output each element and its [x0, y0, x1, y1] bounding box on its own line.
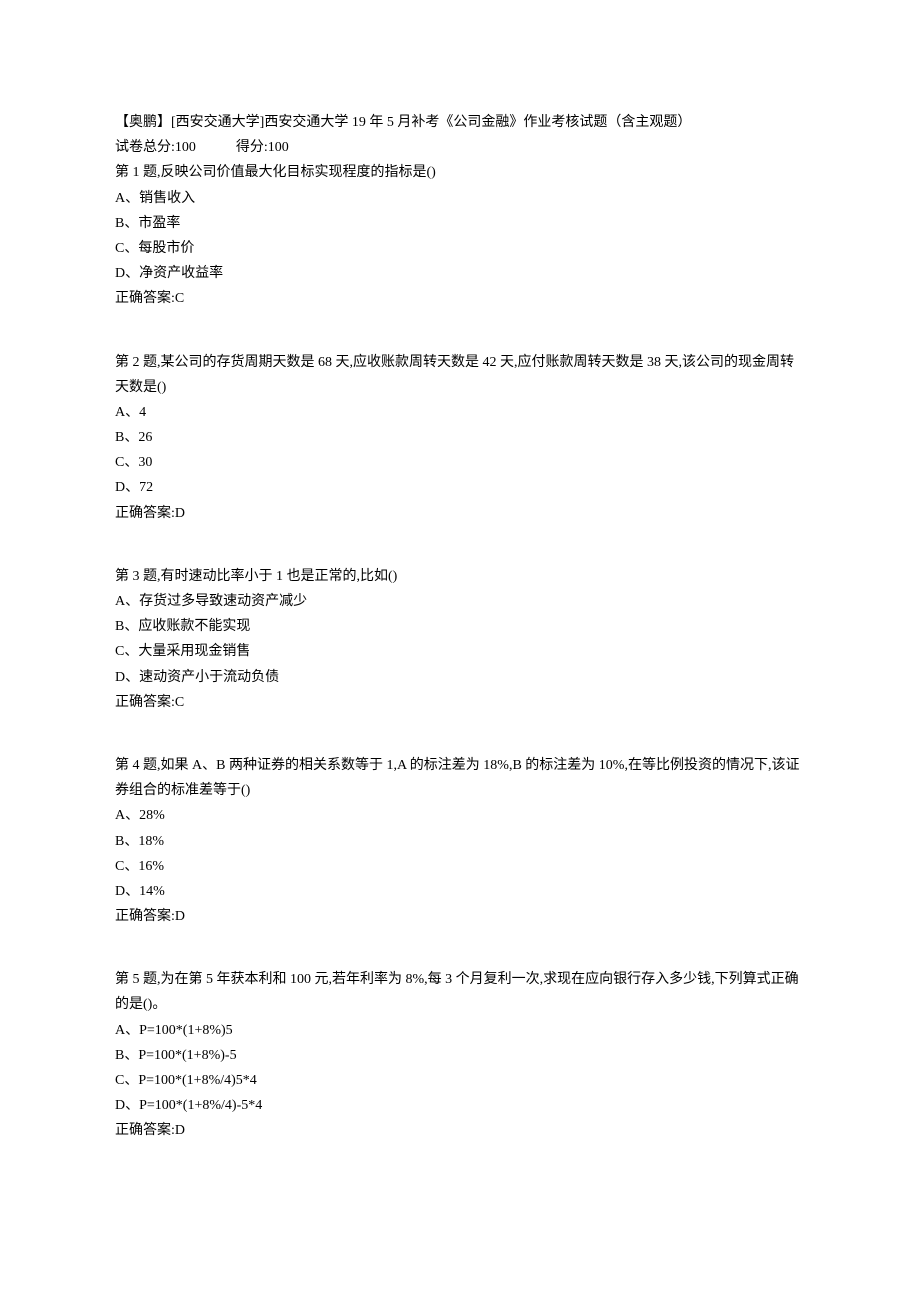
- exam-title: 【奥鹏】[西安交通大学]西安交通大学 19 年 5 月补考《公司金融》作业考核试…: [115, 110, 805, 135]
- question-1: 第 1 题,反映公司价值最大化目标实现程度的指标是() A、销售收入 B、市盈率…: [115, 160, 805, 311]
- question-stem: 第 1 题,反映公司价值最大化目标实现程度的指标是(): [115, 160, 805, 185]
- score-got: 得分:100: [236, 140, 289, 155]
- question-answer: 正确答案:D: [115, 904, 805, 929]
- question-option: B、18%: [115, 829, 805, 854]
- question-option: C、30: [115, 450, 805, 475]
- question-option: A、28%: [115, 803, 805, 828]
- question-3: 第 3 题,有时速动比率小于 1 也是正常的,比如() A、存货过多导致速动资产…: [115, 564, 805, 715]
- question-option: D、14%: [115, 879, 805, 904]
- score-total: 试卷总分:100: [115, 140, 196, 155]
- question-2: 第 2 题,某公司的存货周期天数是 68 天,应收账款周转天数是 42 天,应付…: [115, 350, 805, 526]
- question-option: C、P=100*(1+8%/4)5*4: [115, 1068, 805, 1093]
- question-answer: 正确答案:C: [115, 690, 805, 715]
- question-stem: 第 5 题,为在第 5 年获本利和 100 元,若年利率为 8%,每 3 个月复…: [115, 967, 805, 1017]
- question-answer: 正确答案:D: [115, 1118, 805, 1143]
- question-option: D、速动资产小于流动负债: [115, 665, 805, 690]
- question-option: B、P=100*(1+8%)-5: [115, 1043, 805, 1068]
- question-stem: 第 2 题,某公司的存货周期天数是 68 天,应收账款周转天数是 42 天,应付…: [115, 350, 805, 400]
- document-container: 【奥鹏】[西安交通大学]西安交通大学 19 年 5 月补考《公司金融》作业考核试…: [115, 110, 805, 1144]
- question-option: A、4: [115, 400, 805, 425]
- score-line: 试卷总分:100 得分:100: [115, 135, 805, 160]
- question-option: B、市盈率: [115, 211, 805, 236]
- question-5: 第 5 题,为在第 5 年获本利和 100 元,若年利率为 8%,每 3 个月复…: [115, 967, 805, 1143]
- question-answer: 正确答案:D: [115, 501, 805, 526]
- question-option: C、大量采用现金销售: [115, 639, 805, 664]
- question-option: B、26: [115, 425, 805, 450]
- question-option: A、P=100*(1+8%)5: [115, 1018, 805, 1043]
- question-option: C、每股市价: [115, 236, 805, 261]
- question-option: D、P=100*(1+8%/4)-5*4: [115, 1093, 805, 1118]
- question-4: 第 4 题,如果 A、B 两种证券的相关系数等于 1,A 的标注差为 18%,B…: [115, 753, 805, 929]
- question-stem: 第 3 题,有时速动比率小于 1 也是正常的,比如(): [115, 564, 805, 589]
- question-option: A、存货过多导致速动资产减少: [115, 589, 805, 614]
- question-option: A、销售收入: [115, 186, 805, 211]
- question-option: B、应收账款不能实现: [115, 614, 805, 639]
- question-option: D、净资产收益率: [115, 261, 805, 286]
- question-answer: 正确答案:C: [115, 286, 805, 311]
- question-stem: 第 4 题,如果 A、B 两种证券的相关系数等于 1,A 的标注差为 18%,B…: [115, 753, 805, 803]
- question-option: C、16%: [115, 854, 805, 879]
- question-option: D、72: [115, 475, 805, 500]
